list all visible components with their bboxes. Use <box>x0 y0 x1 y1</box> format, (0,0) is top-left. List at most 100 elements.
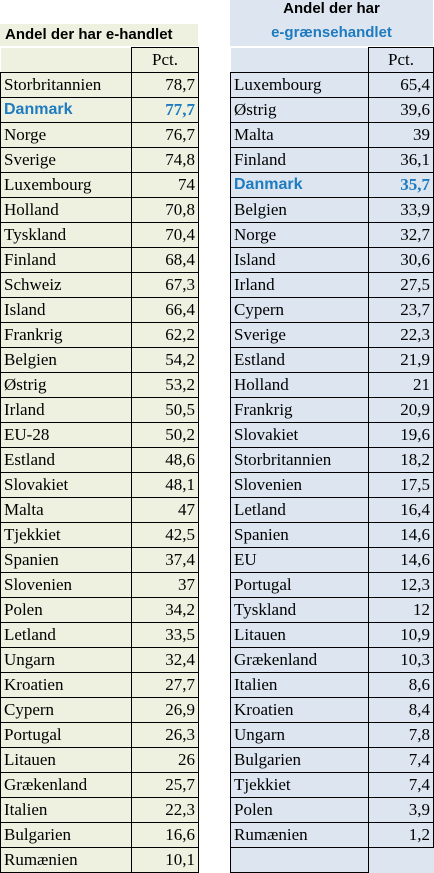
table-row: Kroatien 8,4 <box>230 697 434 723</box>
empty-country-cell <box>230 847 369 873</box>
country-cell: Danmark <box>0 97 132 123</box>
country-cell: Malta <box>0 497 132 523</box>
table-row: Letland 33,5 <box>0 622 199 648</box>
table-row: Litauen 26 <box>0 747 199 773</box>
value-cell: 32,7 <box>368 222 434 248</box>
table-row: Schweiz 67,3 <box>0 272 199 298</box>
value-cell: 35,7 <box>368 172 434 198</box>
table-row: Sverige 22,3 <box>230 322 434 348</box>
country-cell: Portugal <box>230 572 369 598</box>
right-column-header-pct: Pct. <box>368 47 434 73</box>
table-row: Storbritannien 18,2 <box>230 447 434 473</box>
value-cell: 54,2 <box>131 347 199 373</box>
country-cell: Malta <box>230 122 369 148</box>
value-cell: 16,4 <box>368 497 434 523</box>
country-cell: Norge <box>230 222 369 248</box>
table-row: Finland 36,1 <box>230 147 434 173</box>
table-row: Malta 39 <box>230 122 434 148</box>
value-cell: 76,7 <box>131 122 199 148</box>
table-row: Østrig 53,2 <box>0 372 199 398</box>
table-row: Island 30,6 <box>230 247 434 273</box>
table-row: Bulgarien 7,4 <box>230 747 434 773</box>
value-cell: 53,2 <box>131 372 199 398</box>
table-row: Tyskland 70,4 <box>0 222 199 248</box>
value-cell: 37,4 <box>131 547 199 573</box>
left-header-row: Pct. <box>0 47 199 73</box>
table-row: Malta 47 <box>0 497 199 523</box>
value-cell: 27,7 <box>131 672 199 698</box>
country-cell: Bulgarien <box>230 747 369 773</box>
value-cell: 68,4 <box>131 247 199 273</box>
value-cell: 10,9 <box>368 622 434 648</box>
value-cell: 34,2 <box>131 597 199 623</box>
country-cell: Polen <box>230 797 369 823</box>
table-row: Litauen 10,9 <box>230 622 434 648</box>
country-cell: Frankrig <box>230 397 369 423</box>
table-row: Island 66,4 <box>0 297 199 323</box>
value-cell: 7,4 <box>368 772 434 798</box>
country-cell: EU-28 <box>0 422 132 448</box>
value-cell: 39 <box>368 122 434 148</box>
table-row: Frankrig 62,2 <box>0 322 199 348</box>
country-cell: Polen <box>0 597 132 623</box>
right-table-title-line2: e-grænsehandlet <box>230 22 433 46</box>
left-table-title: Andel der har e-handlet <box>0 24 198 46</box>
country-cell: Danmark <box>230 172 369 198</box>
country-cell: Kroatien <box>0 672 132 698</box>
country-cell: Estland <box>0 447 132 473</box>
value-cell: 20,9 <box>368 397 434 423</box>
country-cell: Storbritannien <box>230 447 369 473</box>
table-row: Belgien 33,9 <box>230 197 434 223</box>
table-row: Norge 32,7 <box>230 222 434 248</box>
right-table-title-line1: Andel der har <box>230 0 433 22</box>
value-cell: 67,3 <box>131 272 199 298</box>
value-cell: 37 <box>131 572 199 598</box>
table-row: Holland 21 <box>230 372 434 398</box>
country-cell: Ungarn <box>230 722 369 748</box>
value-cell: 14,6 <box>368 522 434 548</box>
table-row: Portugal 26,3 <box>0 722 199 748</box>
left-header-blank-cell <box>0 47 132 73</box>
country-cell: Letland <box>0 622 132 648</box>
empty-row <box>230 847 434 873</box>
table-row: Frankrig 20,9 <box>230 397 434 423</box>
value-cell: 8,4 <box>368 697 434 723</box>
value-cell: 27,5 <box>368 272 434 298</box>
value-cell: 21 <box>368 372 434 398</box>
table-row: Luxembourg 65,4 <box>230 72 434 98</box>
value-cell: 74,8 <box>131 147 199 173</box>
country-cell: Belgien <box>230 197 369 223</box>
value-cell: 18,2 <box>368 447 434 473</box>
country-cell: Schweiz <box>0 272 132 298</box>
country-cell: Slovakiet <box>230 422 369 448</box>
value-cell: 17,5 <box>368 472 434 498</box>
table-row: Slovenien 37 <box>0 572 199 598</box>
country-cell: Letland <box>230 497 369 523</box>
value-cell: 33,9 <box>368 197 434 223</box>
value-cell: 25,7 <box>131 772 199 798</box>
table-row: Sverige 74,8 <box>0 147 199 173</box>
value-cell: 1,2 <box>368 822 434 848</box>
table-row: Bulgarien 16,6 <box>0 822 199 848</box>
country-cell: Litauen <box>230 622 369 648</box>
value-cell: 22,3 <box>131 797 199 823</box>
value-cell: 3,9 <box>368 797 434 823</box>
table-row: Spanien 14,6 <box>230 522 434 548</box>
value-cell: 33,5 <box>131 622 199 648</box>
value-cell: 65,4 <box>368 72 434 98</box>
value-cell: 39,6 <box>368 97 434 123</box>
table-row: EU-28 50,2 <box>0 422 199 448</box>
value-cell: 62,2 <box>131 322 199 348</box>
right-data-table: Pct. Luxembourg 65,4 Østrig 39,6 Malta 39 Finla… <box>230 47 434 873</box>
value-cell: 78,7 <box>131 72 199 98</box>
table-row: Polen 3,9 <box>230 797 434 823</box>
table-row: Italien 8,6 <box>230 672 434 698</box>
country-cell: Slovenien <box>230 472 369 498</box>
country-cell: Slovenien <box>0 572 132 598</box>
value-cell: 26,9 <box>131 697 199 723</box>
country-cell: Rumænien <box>230 822 369 848</box>
table-row: Letland 16,4 <box>230 497 434 523</box>
value-cell: 48,1 <box>131 472 199 498</box>
country-cell: Kroatien <box>230 697 369 723</box>
table-row: Finland 68,4 <box>0 247 199 273</box>
